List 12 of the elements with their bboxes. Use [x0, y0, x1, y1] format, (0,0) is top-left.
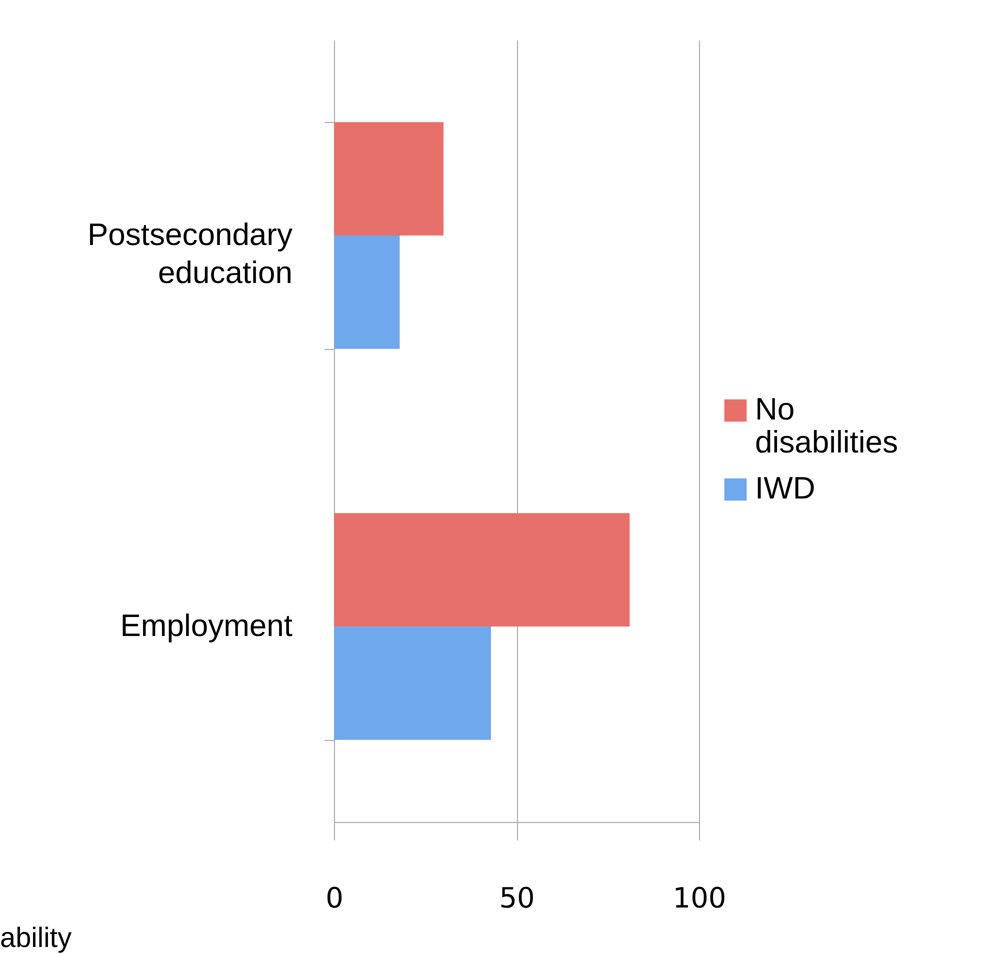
bar: [334, 236, 400, 349]
x-tick-label: 0: [326, 882, 344, 914]
x-tick-label: 100: [672, 882, 726, 914]
legend-label: IWD: [755, 470, 816, 506]
legend-label: No disabilities: [755, 392, 898, 460]
bar: [334, 513, 630, 626]
y-tick-label: Postsecondary education: [87, 217, 293, 290]
x-tick-label: 50: [499, 882, 535, 914]
y-tick-label: Employment: [120, 608, 293, 643]
bar: [334, 122, 444, 236]
bar: [334, 626, 491, 740]
text: ability: [0, 922, 72, 954]
